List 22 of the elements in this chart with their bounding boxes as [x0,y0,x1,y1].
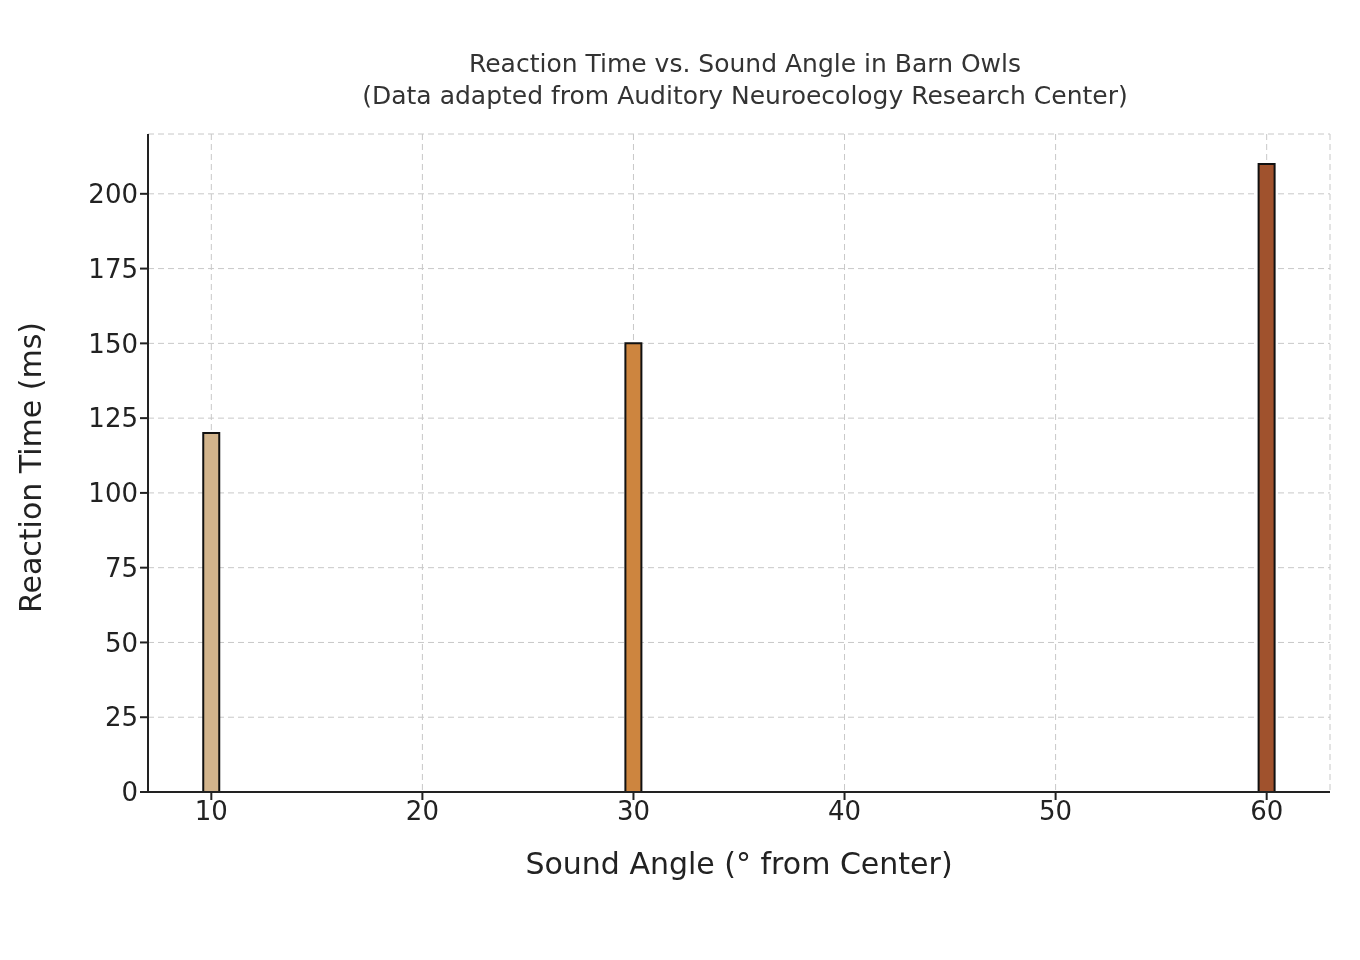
x-axis-title: Sound Angle (° from Center) [525,846,953,881]
chart-subtitle: (Data adapted from Auditory Neuroecology Research Center) [361,80,1129,112]
y-tick-label: 125 [88,403,138,434]
bar [624,342,643,792]
x-tick-label: 20 [405,796,439,827]
y-tick-label: 200 [88,179,138,210]
y-axis-title: Reaction Time (ms) [12,321,48,613]
y-tick-label: 175 [88,253,138,284]
bar [1257,162,1276,792]
x-tick-label: 60 [1250,796,1284,827]
x-tick-label: 50 [1039,796,1073,827]
y-tick-label: 150 [88,328,138,359]
y-tick-label: 50 [104,627,138,658]
bar [202,432,221,792]
x-tick-label: 10 [194,796,228,827]
x-tick-label: 40 [827,796,862,827]
y-tick-label: 100 [88,478,138,509]
y-tick-label: 75 [104,552,138,583]
y-tick-label: 25 [104,702,138,733]
y-tick-label: 0 [121,777,138,808]
x-tick-label: 30 [616,796,651,827]
chart-title: Reaction Time vs. Sound Angle in Barn Owls [467,48,1023,80]
